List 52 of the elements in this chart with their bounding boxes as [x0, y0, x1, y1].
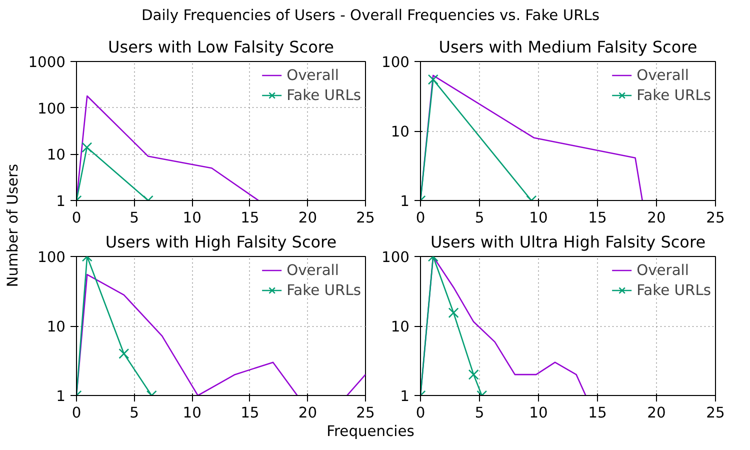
x-tick-label: 5	[474, 404, 484, 422]
x-tick-label: 20	[298, 404, 318, 422]
x-tick-label: 25	[706, 210, 725, 226]
x-tick-label: 10	[182, 210, 202, 226]
y-tick-label: 100	[382, 249, 410, 266]
chart-title: Users with Ultra High Falsity Score	[430, 232, 706, 252]
chart-title: Users with Medium Falsity Score	[438, 38, 698, 56]
y-tick-label: 1	[56, 193, 66, 210]
x-tick-label: 0	[72, 404, 82, 422]
text: Daily Frequencies of Users - Overall Frequencies vs. Fake URLs	[141, 7, 600, 24]
y-tick-label: 1	[400, 388, 410, 405]
x-tick-label: 10	[182, 404, 202, 422]
x-tick-label: 15	[240, 210, 260, 226]
x-tick-label: 0	[416, 210, 426, 226]
legend-label: Fake URLs	[636, 86, 711, 104]
x-tick-label: 5	[474, 210, 484, 226]
y-tick-label: 10	[390, 124, 410, 140]
x-tick-label: 5	[130, 210, 139, 226]
x-tick-label: 25	[706, 404, 725, 422]
y-tick-label: 10	[46, 318, 66, 336]
y-tick-label: 1	[400, 193, 410, 210]
x-tick-label: 5	[130, 404, 139, 422]
y-axis-title: Number of Users	[4, 164, 22, 288]
x-tick-label: 0	[416, 404, 426, 422]
x-tick-label: 20	[647, 210, 666, 226]
legend-label: Fake URLs	[286, 86, 361, 104]
legend-label: Overall	[286, 66, 339, 84]
y-tick-label: 100	[38, 100, 66, 118]
x-tick-label: 25	[356, 404, 375, 422]
x-tick-label: 20	[647, 404, 666, 422]
y-tick-label: 100	[38, 249, 66, 266]
legend-label: Fake URLs	[286, 282, 361, 298]
y-tick-label: 10	[46, 146, 66, 164]
x-tick-label: 15	[588, 404, 607, 422]
legend-label: Overall	[636, 262, 689, 278]
x-tick-label: 25	[356, 210, 375, 226]
legend-label: Overall	[286, 262, 339, 278]
y-tick-label: 10	[390, 318, 410, 336]
x-axis-title: Frequencies	[326, 423, 414, 440]
chart-title: Users with Low Falsity Score	[108, 38, 334, 56]
chart-title: Users with High Falsity Score	[105, 232, 337, 252]
x-tick-label: 10	[529, 404, 548, 422]
x-tick-label: 0	[72, 210, 82, 226]
x-tick-label: 15	[588, 210, 607, 226]
y-tick-label: 1000	[28, 54, 66, 71]
legend-label: Overall	[636, 66, 689, 84]
x-tick-label: 10	[529, 210, 548, 226]
y-tick-label: 100	[382, 54, 410, 71]
y-tick-label: 1	[56, 388, 66, 405]
legend-label: Fake URLs	[636, 282, 711, 298]
x-tick-label: 20	[298, 210, 318, 226]
x-tick-label: 15	[240, 404, 260, 422]
